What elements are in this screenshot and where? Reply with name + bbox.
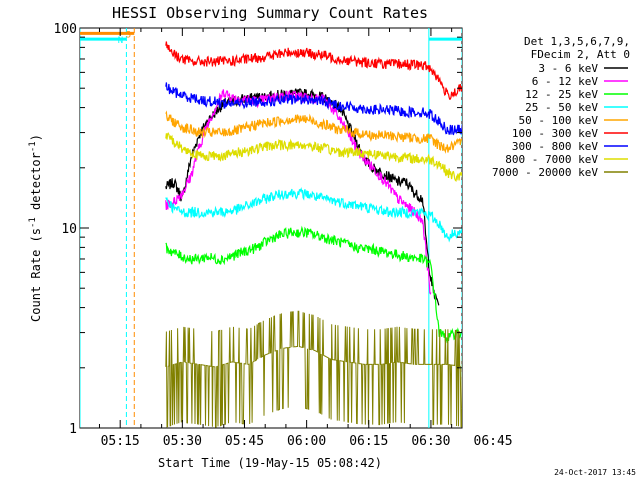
legend-label-9: 7000 - 20000 keV	[492, 166, 598, 179]
state-marker-label-n: N	[118, 36, 123, 46]
series-line-3	[165, 225, 462, 344]
y-axis-label-exp1: -1	[28, 217, 38, 228]
series-line-6	[165, 41, 462, 100]
legend-label-2: 6 - 12 keV	[532, 75, 599, 88]
chart-title: HESSI Observing Summary Count Rates	[112, 4, 428, 22]
legend: Det 1,3,5,6,7,9,FDecim 2, Att 03 - 6 keV…	[492, 35, 630, 179]
legend-label-1: 3 - 6 keV	[538, 62, 598, 75]
series-line-2	[165, 89, 432, 295]
data-layer	[80, 28, 462, 428]
y-axis-label-close: )	[29, 134, 43, 141]
y-axis-label: Count Rate (s-1 detector-1)	[28, 134, 43, 322]
legend-header-line-1: Det 1,3,5,6,7,9,	[524, 35, 630, 48]
y-tick-label-0: 100	[54, 22, 77, 37]
y-axis-label-middle: detector	[29, 152, 43, 217]
legend-header-line-2: FDecim 2, Att 0	[531, 48, 630, 61]
x-tick-label-2: 05:45	[225, 434, 264, 449]
legend-label-8: 800 - 7000 keV	[505, 153, 598, 166]
plot-area: SN 100 10 1 05:15 05:30 05:45 06:00 06:15 06:30 06…	[54, 22, 513, 449]
x-tick-label-1: 05:30	[163, 434, 202, 449]
y-axis-label-exp2: -1	[28, 141, 38, 152]
x-axis-label: Start Time (19-May-15 05:08:42)	[158, 456, 382, 470]
y-tick-label-1: 10	[61, 222, 77, 237]
x-tick-label-4: 06:15	[349, 434, 388, 449]
y-tick-label-2: 1	[69, 422, 77, 437]
legend-label-3: 12 - 25 keV	[525, 88, 598, 101]
series-line-4	[165, 187, 462, 243]
x-tick-label-3: 06:00	[287, 434, 326, 449]
x-tick-label-6: 06:45	[474, 434, 513, 449]
legend-label-4: 25 - 50 keV	[525, 101, 598, 114]
series-line-1	[165, 88, 440, 306]
legend-label-6: 100 - 300 keV	[512, 127, 598, 140]
legend-label-5: 50 - 100 keV	[519, 114, 599, 127]
series-line-5	[165, 110, 462, 154]
series-line-9	[165, 310, 462, 428]
series-line-7	[165, 82, 462, 136]
state-marker-label-s: S	[126, 30, 131, 40]
legend-label-7: 300 - 800 keV	[512, 140, 598, 153]
x-tick-label-0: 05:15	[101, 434, 140, 449]
x-tick-label-5: 06:30	[411, 434, 450, 449]
series-line-8	[165, 132, 462, 182]
footer-date: 24-Oct-2017 13:45	[554, 468, 636, 477]
y-axis-label-main: Count Rate (s	[29, 228, 43, 322]
